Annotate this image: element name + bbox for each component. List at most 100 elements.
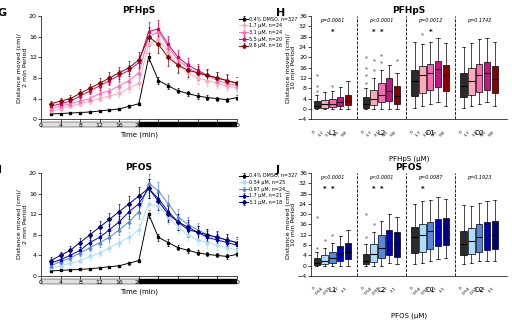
Text: p=0.0061: p=0.0061: [320, 18, 345, 23]
Text: J: J: [276, 165, 280, 175]
PathPatch shape: [427, 222, 434, 249]
PathPatch shape: [476, 224, 482, 252]
X-axis label: PFHpS (μM): PFHpS (μM): [389, 156, 429, 162]
Text: 3.1: 3.1: [374, 130, 381, 137]
PathPatch shape: [412, 227, 418, 253]
Text: 9.8: 9.8: [438, 130, 446, 137]
Title: PFHpS: PFHpS: [392, 6, 425, 15]
Text: I: I: [0, 165, 2, 175]
Text: 9.8: 9.8: [389, 130, 397, 137]
Text: *: *: [372, 186, 375, 192]
PathPatch shape: [345, 243, 351, 259]
Text: *: *: [429, 29, 432, 35]
Text: 0.54: 0.54: [462, 286, 472, 296]
Text: 0.97: 0.97: [372, 286, 381, 296]
PathPatch shape: [370, 90, 377, 105]
Text: 0: 0: [459, 130, 463, 134]
PathPatch shape: [412, 70, 418, 96]
PathPatch shape: [419, 66, 425, 93]
Text: 0.97: 0.97: [470, 286, 479, 296]
Text: 1.7: 1.7: [366, 130, 374, 137]
Text: 9.8: 9.8: [487, 130, 495, 137]
PathPatch shape: [427, 64, 434, 90]
Text: 0.54: 0.54: [413, 286, 422, 296]
Text: *: *: [379, 29, 383, 35]
Text: *: *: [421, 186, 424, 192]
Text: 0.54: 0.54: [315, 286, 325, 296]
Bar: [41, 279, 139, 284]
Text: 3.1: 3.1: [487, 286, 495, 294]
Text: *: *: [331, 29, 334, 35]
PathPatch shape: [313, 258, 320, 265]
PathPatch shape: [435, 219, 441, 247]
PathPatch shape: [337, 97, 344, 106]
PathPatch shape: [378, 235, 385, 258]
PathPatch shape: [337, 247, 344, 261]
Text: 3.1: 3.1: [325, 130, 332, 137]
Bar: [139, 122, 237, 127]
Text: 0: 0: [410, 286, 415, 291]
Text: 1.7: 1.7: [464, 130, 472, 137]
PathPatch shape: [362, 254, 369, 265]
Title: PFHpS: PFHpS: [122, 6, 156, 15]
Text: 3.1: 3.1: [438, 286, 446, 294]
Y-axis label: Distance moved (cm)/
10 min Period: Distance moved (cm)/ 10 min Period: [286, 33, 296, 102]
Text: 0.54: 0.54: [364, 286, 374, 296]
PathPatch shape: [345, 95, 351, 105]
Text: G: G: [0, 8, 7, 18]
Text: 0: 0: [459, 286, 463, 291]
PathPatch shape: [362, 97, 369, 108]
Text: *: *: [379, 186, 383, 192]
Text: 3.1: 3.1: [422, 130, 430, 137]
Text: 5.5: 5.5: [381, 130, 389, 137]
Text: 0.97: 0.97: [323, 286, 332, 296]
Text: p<0.0001: p<0.0001: [320, 175, 345, 180]
Legend: 0.4% DMSO, n=327, 1.7 μM, n=24, 3.1 μM, n=24, 5.5 μM, n=20, 9.8 μM, n=16: 0.4% DMSO, n=327, 1.7 μM, n=24, 3.1 μM, …: [239, 16, 298, 48]
PathPatch shape: [322, 100, 328, 108]
Text: 3.1: 3.1: [472, 130, 479, 137]
Legend: 0.4% DMSO, n=327, 0.54 μM, n=25, 0.97 μM, n=24, 1.7 μM, n=21, 3.1 μM, n=18: 0.4% DMSO, n=327, 0.54 μM, n=25, 0.97 μM…: [239, 173, 298, 205]
Text: H: H: [276, 8, 285, 18]
Text: p=0.1742: p=0.1742: [467, 18, 492, 23]
Bar: [41, 122, 139, 127]
X-axis label: Time (min): Time (min): [120, 131, 158, 138]
PathPatch shape: [394, 232, 400, 257]
PathPatch shape: [378, 83, 385, 102]
Text: 1.7: 1.7: [381, 286, 389, 294]
PathPatch shape: [394, 86, 400, 104]
PathPatch shape: [435, 61, 441, 87]
PathPatch shape: [460, 231, 467, 256]
PathPatch shape: [443, 65, 449, 91]
X-axis label: PFOS (μM): PFOS (μM): [391, 313, 427, 319]
Y-axis label: Distance moved (cm)/
2 min Period: Distance moved (cm)/ 2 min Period: [17, 33, 28, 102]
PathPatch shape: [492, 66, 498, 93]
Text: 0: 0: [361, 286, 366, 291]
PathPatch shape: [484, 222, 490, 250]
Text: 0: 0: [312, 286, 317, 291]
PathPatch shape: [370, 244, 377, 262]
PathPatch shape: [468, 68, 475, 95]
PathPatch shape: [476, 64, 482, 92]
Text: 0.97: 0.97: [421, 286, 430, 296]
Text: p<0.0001: p<0.0001: [369, 175, 394, 180]
Text: 1.7: 1.7: [479, 286, 487, 294]
Text: 0: 0: [312, 130, 317, 134]
Text: *: *: [323, 186, 327, 192]
Y-axis label: Distance moved (cm)/
2 min Period: Distance moved (cm)/ 2 min Period: [17, 190, 28, 259]
Text: p=0.0087: p=0.0087: [418, 175, 442, 180]
Text: 5.5: 5.5: [430, 130, 438, 137]
Title: PFOS: PFOS: [125, 163, 153, 172]
Text: 1.7: 1.7: [415, 130, 422, 137]
Text: *: *: [331, 186, 334, 192]
Text: p=0.0012: p=0.0012: [418, 18, 442, 23]
X-axis label: Time (min): Time (min): [120, 288, 158, 294]
PathPatch shape: [443, 218, 449, 245]
PathPatch shape: [329, 252, 335, 263]
PathPatch shape: [460, 73, 467, 97]
Text: p=0.1923: p=0.1923: [467, 175, 492, 180]
Text: p<0.0001: p<0.0001: [369, 18, 394, 23]
Text: 5.5: 5.5: [479, 130, 487, 137]
PathPatch shape: [386, 78, 392, 101]
Bar: [139, 279, 237, 284]
PathPatch shape: [329, 99, 335, 107]
